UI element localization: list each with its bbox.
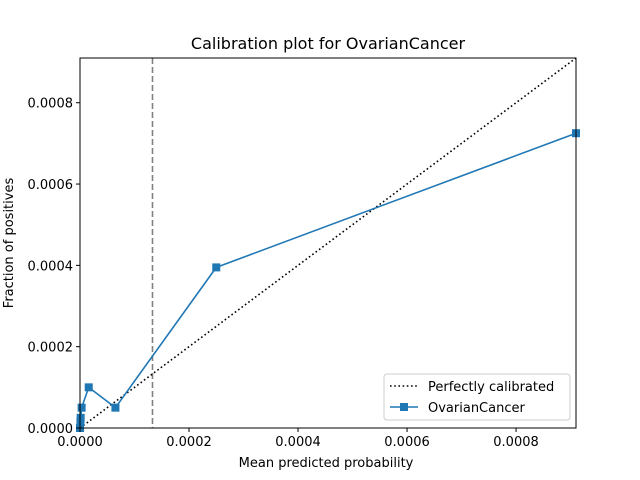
- y-tick-label: 0.0008: [28, 97, 74, 112]
- plot-area: 0.0000 0.0002 0.0004 0.0006 0.0008 0.0000 0.00…: [28, 57, 580, 450]
- data-point: [111, 403, 120, 412]
- y-tick-label: 0.0006: [28, 178, 74, 193]
- chart-title: Calibration plot for OvarianCancer: [191, 34, 466, 53]
- y-tick-label: 0.0004: [28, 259, 74, 274]
- axes-frame: [79, 57, 577, 429]
- legend-frame: [383, 373, 571, 421]
- legend: Perfectly calibrated OvarianCancer: [383, 373, 571, 421]
- legend-perfect-label: Perfectly calibrated: [428, 380, 554, 395]
- x-axis-label: Mean predicted probability: [239, 456, 414, 471]
- y-axis-label: Fraction of positives: [2, 178, 17, 309]
- x-tick-label: 0.0000: [57, 435, 103, 450]
- y-tick-label: 0.0002: [28, 341, 74, 356]
- x-tick-label: 0.0006: [384, 435, 430, 450]
- data-point: [77, 403, 86, 412]
- data-point: [212, 263, 221, 272]
- data-point: [84, 383, 93, 392]
- legend-series-label: OvarianCancer: [428, 401, 525, 416]
- y-tick-label: 0.0000: [28, 422, 74, 437]
- x-tick-label: 0.0008: [493, 435, 539, 450]
- x-tick-label: 0.0002: [166, 435, 212, 450]
- legend-series-marker: [400, 403, 408, 411]
- data-point: [76, 413, 85, 422]
- x-tick-label: 0.0004: [275, 435, 321, 450]
